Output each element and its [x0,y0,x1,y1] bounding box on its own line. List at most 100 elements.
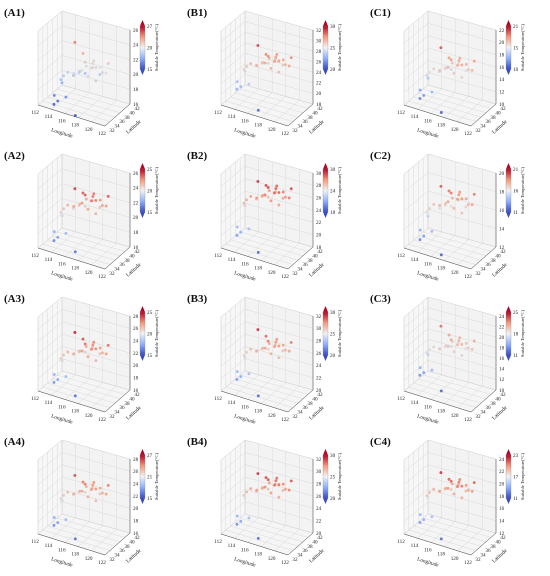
gridlines [403,10,497,127]
data-point [72,204,76,208]
z-tick-label: 20 [316,388,322,394]
data-point [472,339,476,343]
data-point [266,478,270,482]
x-tick-label: 122 [464,131,472,137]
x-tick-label: 118 [254,552,262,558]
y-tick-label: 36 [119,262,125,268]
data-point [449,338,453,342]
data-point [80,68,84,72]
x-tick-label: 112 [31,539,39,545]
scatter-points [52,187,110,254]
data-point [449,479,453,483]
z-tick-label: 16 [499,506,505,512]
x-tick-label: 120 [85,413,93,419]
data-point [289,479,293,483]
colorbar: 30 25 20 Suitable Temperature(°C) [322,306,342,361]
data-point [457,338,461,342]
y-tick-label: 38 [307,115,313,121]
data-point [235,225,239,229]
y-axis-title: Latitude [125,548,143,565]
data-point [287,196,291,200]
z-tick-label: 16 [133,102,139,108]
x-axis-title: Longitude [416,556,440,568]
data-point [261,486,265,489]
data-point [264,334,268,338]
data-point [86,495,90,499]
data-point [457,193,461,197]
data-point [464,197,468,201]
z-tick-label: 22 [499,469,505,475]
colorbar-top-extend [323,449,328,455]
y-tick-label: 32 [109,414,115,420]
data-point [439,253,443,257]
z-tick-label: 18 [316,102,322,108]
x-tick-label: 112 [31,396,39,402]
data-point [261,346,265,350]
data-point [266,347,270,351]
x-axis-line [220,247,289,270]
data-point [245,65,248,68]
y-axis-line [470,532,497,556]
data-point [64,518,68,522]
colorbar-bottom-extend [140,498,145,504]
data-point [283,487,287,491]
data-point [267,342,271,346]
data-point [430,229,434,233]
colorbar-bottom-extend [140,69,145,75]
y-tick-label: 38 [124,258,130,264]
data-point [470,203,474,207]
data-point [452,350,456,354]
data-point [449,68,453,71]
data-point [52,523,56,527]
data-point [92,480,96,484]
y-tick-label: 34 [297,553,303,559]
data-point [460,211,464,215]
panel-label: (A4) [4,436,25,448]
x-tick-label: 118 [437,266,445,272]
data-point [73,114,77,117]
y-tick-label: 38 [124,401,130,407]
x-tick-label: 120 [85,270,93,276]
data-point [84,345,88,348]
data-point [91,483,95,487]
data-point [422,371,426,375]
data-point [100,491,104,495]
colorbar-tick-label: 25 [330,45,336,51]
data-point [428,70,431,74]
z-tick-label: 20 [499,481,505,487]
y-axis-title: Latitude [491,262,509,279]
x-tick-label: 112 [31,253,39,259]
data-point [450,196,454,200]
z-tick-label: 20 [499,335,505,341]
colorbar-gradient [322,168,329,213]
z-tick-label: 28 [316,49,322,55]
y-tick-label: 42 [317,392,323,398]
data-point [64,375,68,379]
data-point [269,491,273,495]
data-point [73,537,77,541]
z-tick-label: 22 [133,200,139,206]
y-tick-label: 40 [495,539,501,545]
z-tick-label: 18 [499,52,505,58]
data-point [72,492,76,496]
panel-label: (B2) [187,150,208,162]
y-tick-label: 34 [297,267,303,273]
z-tick-label: 20 [316,91,322,97]
data-point [78,349,82,353]
y-tick-label: 38 [124,115,130,121]
data-point [66,350,70,354]
data-point [418,88,422,92]
data-point [418,513,422,517]
x-axis-line [220,533,289,556]
data-point [456,343,459,347]
y-axis-line [287,103,314,127]
y-tick-label: 42 [500,392,506,398]
x-tick-label: 114 [228,543,236,549]
colorbar-title: Suitable Temperature(°C) [154,309,159,357]
z-tick-label: 16 [133,388,139,394]
y-tick-label: 42 [500,535,506,541]
x-tick-label: 120 [451,556,459,562]
data-point [60,358,64,362]
data-point [235,514,239,518]
y-tick-label: 34 [480,553,486,559]
